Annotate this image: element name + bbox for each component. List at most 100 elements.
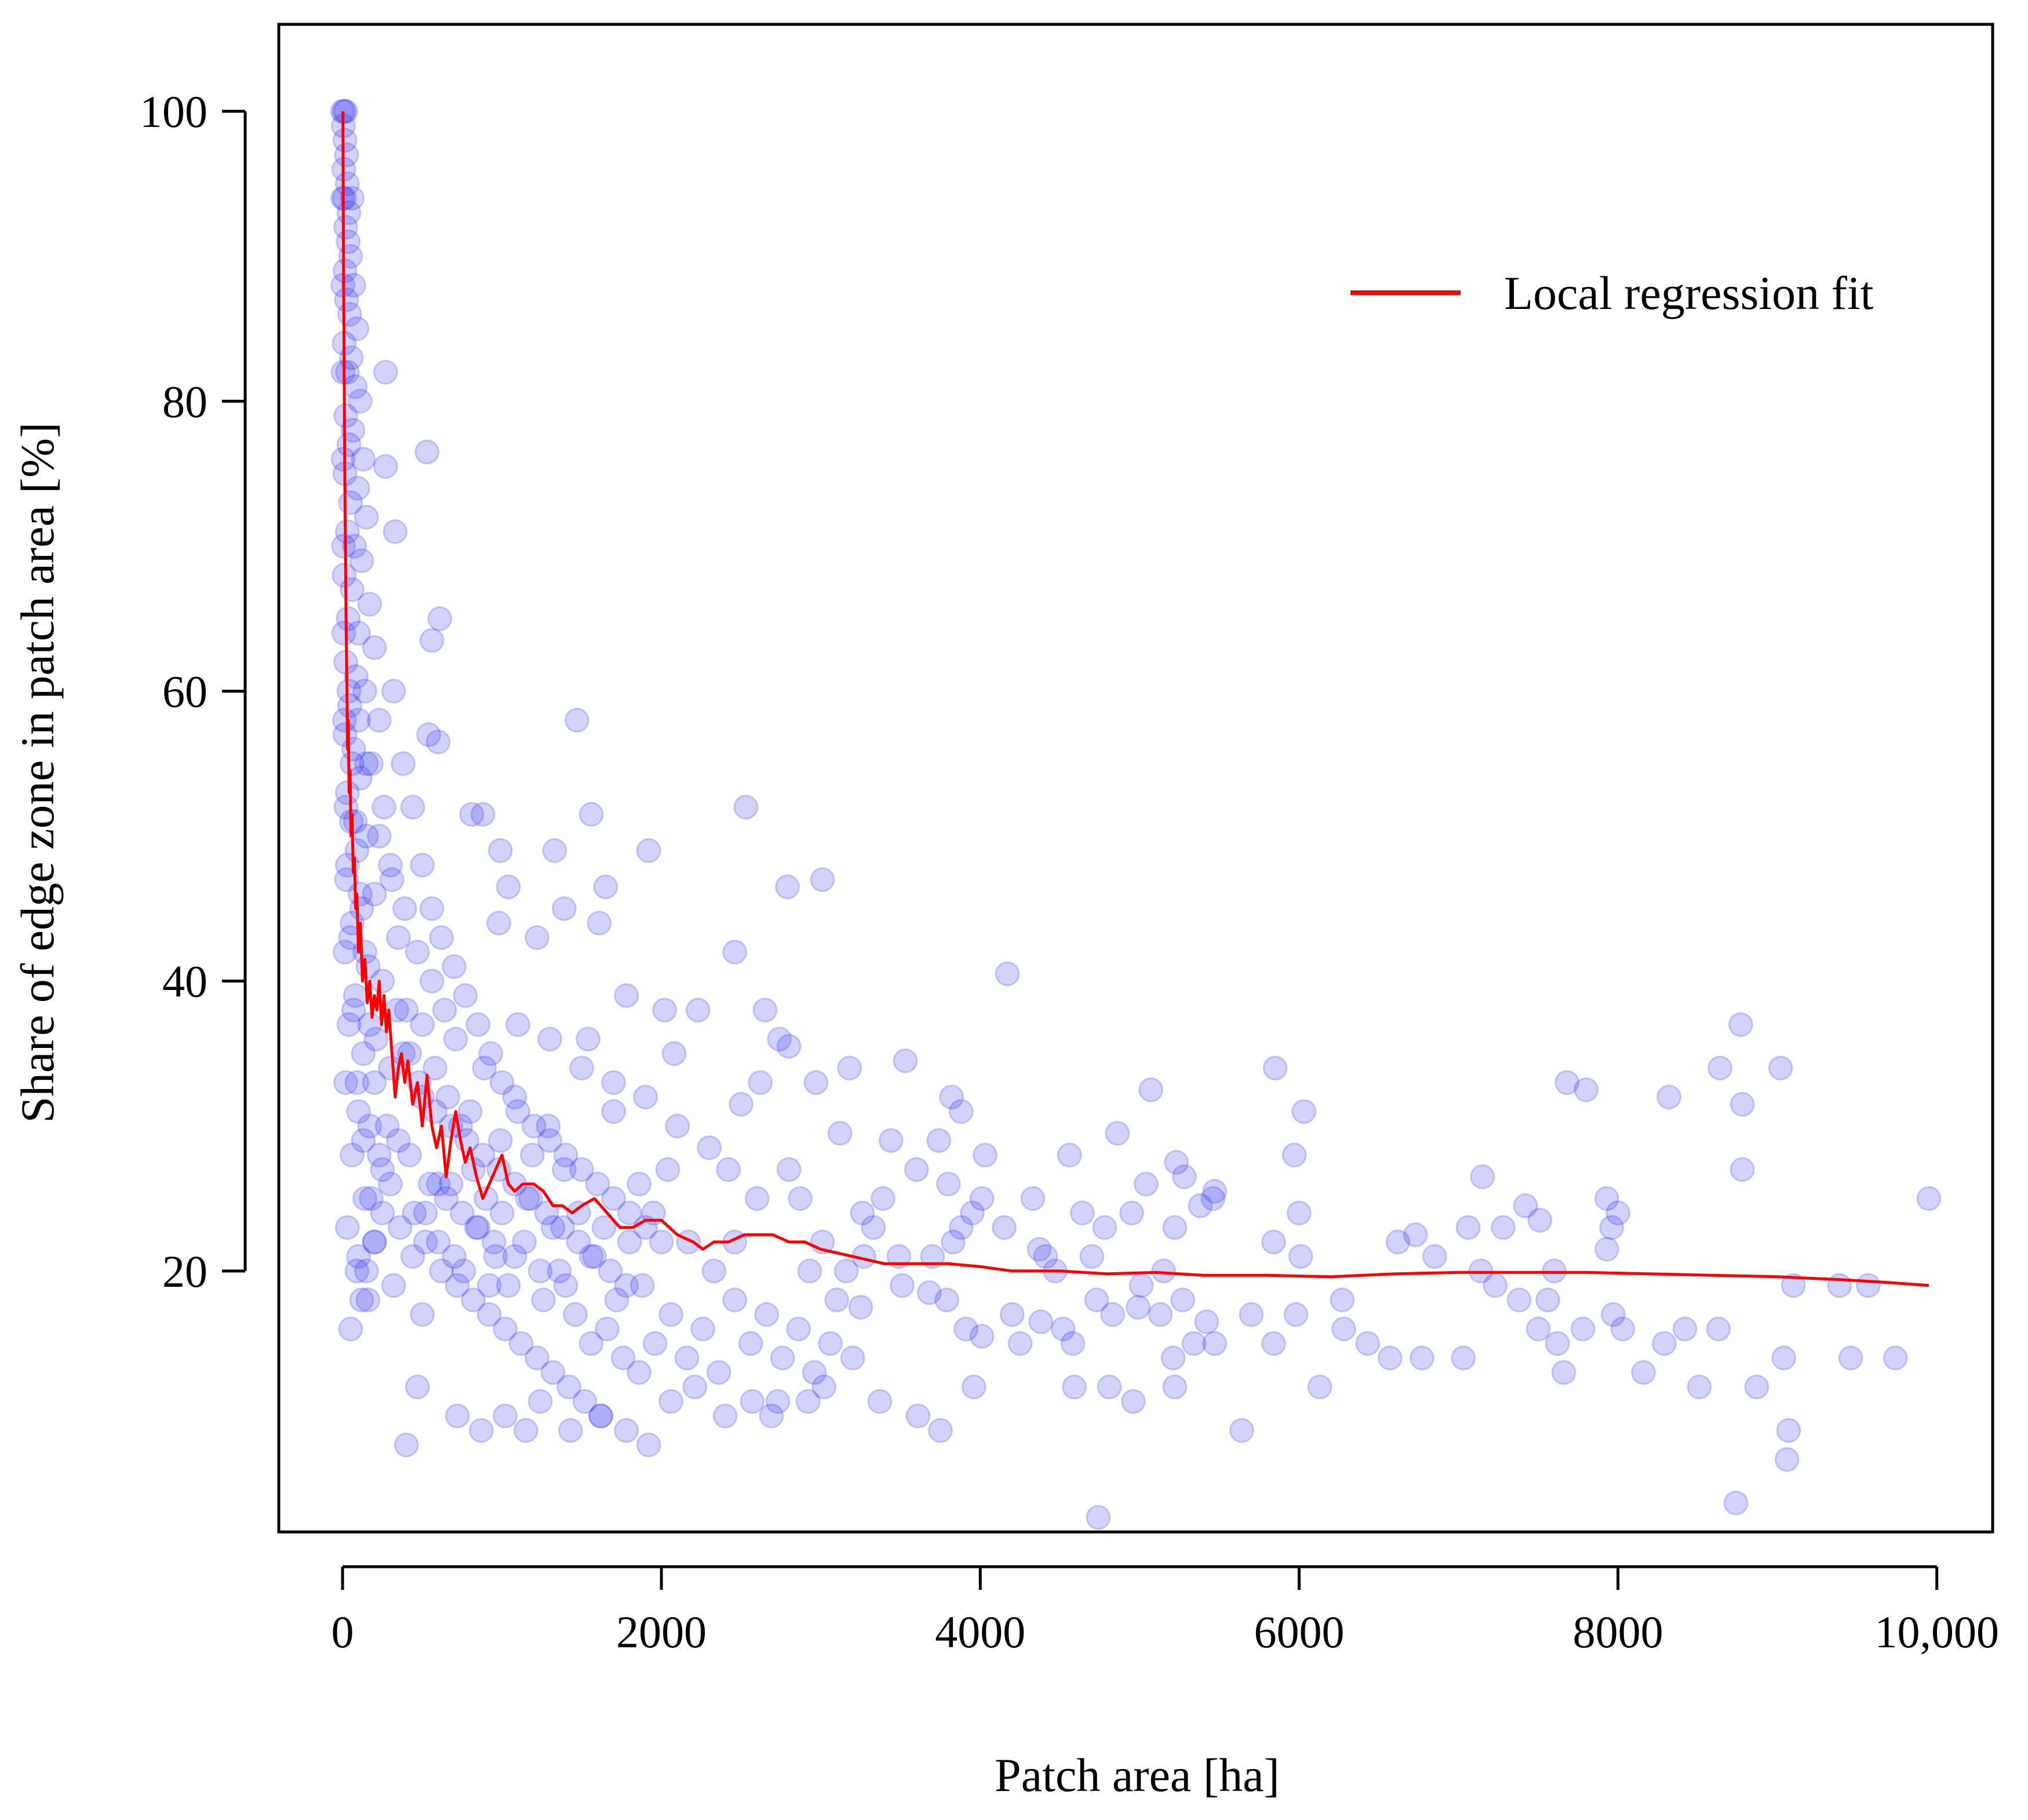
scatter-point (572, 1389, 598, 1414)
scatter-point (1451, 1345, 1476, 1371)
scatter-point (701, 1258, 727, 1284)
scatter-point (464, 1215, 489, 1240)
scatter-point (582, 1244, 607, 1269)
scatter-point (1100, 1302, 1126, 1327)
scatter-point (642, 1331, 668, 1356)
scatter-point (391, 751, 416, 776)
scatter-point (563, 1302, 588, 1327)
scatter-point (893, 1048, 918, 1073)
legend: Local regression fit (1350, 267, 1874, 319)
scatter-point (627, 1360, 652, 1385)
scatter-point (379, 867, 405, 893)
scatter-point (370, 1200, 395, 1226)
scatter-point (1744, 1374, 1770, 1400)
scatter-point (948, 1099, 974, 1124)
scatter-point (733, 795, 759, 820)
scatter-point (1307, 1374, 1332, 1400)
scatter-point (740, 1389, 765, 1414)
scatter-point (366, 824, 392, 849)
scatter-point (627, 1171, 652, 1197)
scatter-point (336, 1012, 362, 1038)
scatter-point (332, 940, 358, 965)
scatter-point (487, 1128, 513, 1153)
scatter-point (472, 1055, 497, 1081)
scatter-point (1827, 1273, 1852, 1298)
scatter-point (400, 1244, 425, 1269)
scatter-point (995, 961, 1020, 987)
scatter-point (578, 1244, 604, 1269)
scatter-point (489, 1070, 515, 1095)
scatter-point (697, 1135, 722, 1160)
scatter-point (748, 1070, 773, 1095)
scatter-point (423, 1055, 448, 1081)
scatter-point (1133, 1171, 1159, 1197)
scatter-point (1162, 1215, 1188, 1240)
scatter-point (1138, 1077, 1164, 1102)
scatter-point (334, 171, 360, 196)
scatter-point (1506, 1287, 1532, 1313)
scatter-point (601, 1070, 627, 1095)
scatter-point (1128, 1273, 1154, 1298)
scatter-point (1594, 1186, 1619, 1211)
y-tick-label: 40 (162, 956, 207, 1007)
scatter-point (682, 1374, 708, 1400)
scatter-point (636, 838, 661, 863)
scatter-point (354, 824, 379, 849)
scatter-point (803, 1070, 829, 1095)
scatter-point (525, 925, 550, 951)
scatter-point (1288, 1244, 1313, 1269)
scatter-point (425, 729, 451, 755)
x-axis-label: Patch area [ha] (995, 1749, 1280, 1801)
scatter-point (352, 678, 377, 704)
scatter-point (486, 911, 512, 936)
scatter-point (425, 1229, 451, 1255)
scatter-point (928, 1418, 953, 1443)
scatter-point (553, 1142, 578, 1168)
scatter-point (598, 1258, 623, 1284)
scatter-point (334, 867, 359, 893)
scatter-point (1599, 1215, 1625, 1240)
scatter-point (576, 1027, 601, 1052)
regression-line-group (341, 111, 1929, 1287)
scatter-point (347, 882, 373, 907)
scatter-point (413, 1200, 438, 1226)
scatter-point (1086, 1505, 1111, 1530)
scatter-point (1331, 1316, 1356, 1342)
scatter-point (366, 708, 392, 733)
scatter-point (551, 896, 577, 922)
scatter-point (336, 606, 361, 631)
scatter-point (564, 708, 589, 733)
scatter-point (1202, 1331, 1228, 1356)
scatter-point (540, 1215, 566, 1240)
scatter-point (999, 1302, 1025, 1327)
scatter-point (414, 439, 440, 465)
scatter-point (969, 1323, 995, 1349)
scatter-point (445, 1403, 470, 1429)
scatter-point (1162, 1374, 1188, 1400)
scatter-point (461, 1287, 486, 1313)
x-tick-label: 10,000 (1874, 1607, 1999, 1657)
scatter-point (334, 519, 360, 544)
scatter-point (776, 1157, 802, 1182)
scatter-point (614, 1273, 639, 1298)
scatter-point (443, 1027, 468, 1052)
scatter-point (531, 1287, 556, 1313)
scatter-point (837, 1055, 862, 1081)
scatter-point (515, 1186, 540, 1211)
scatter-point (527, 1389, 553, 1414)
scatter-point (366, 1142, 392, 1168)
scatter-point (916, 1280, 942, 1305)
scatter-point (674, 1345, 700, 1371)
scatter-point (706, 1360, 731, 1385)
scatter-point (1723, 1490, 1749, 1516)
scatter-point (1610, 1316, 1636, 1342)
scatter-point (334, 359, 360, 385)
scatter-point (417, 1171, 443, 1197)
x-axis: 0 2000 4000 6000 8000 10,000 (332, 1565, 1999, 1657)
scatter-point (1355, 1331, 1381, 1356)
scatter-point (1188, 1193, 1213, 1218)
scatter-point (1151, 1258, 1177, 1284)
scatter-point (652, 998, 678, 1023)
scatter-point (1594, 1236, 1619, 1262)
scatter-point (802, 1360, 827, 1385)
